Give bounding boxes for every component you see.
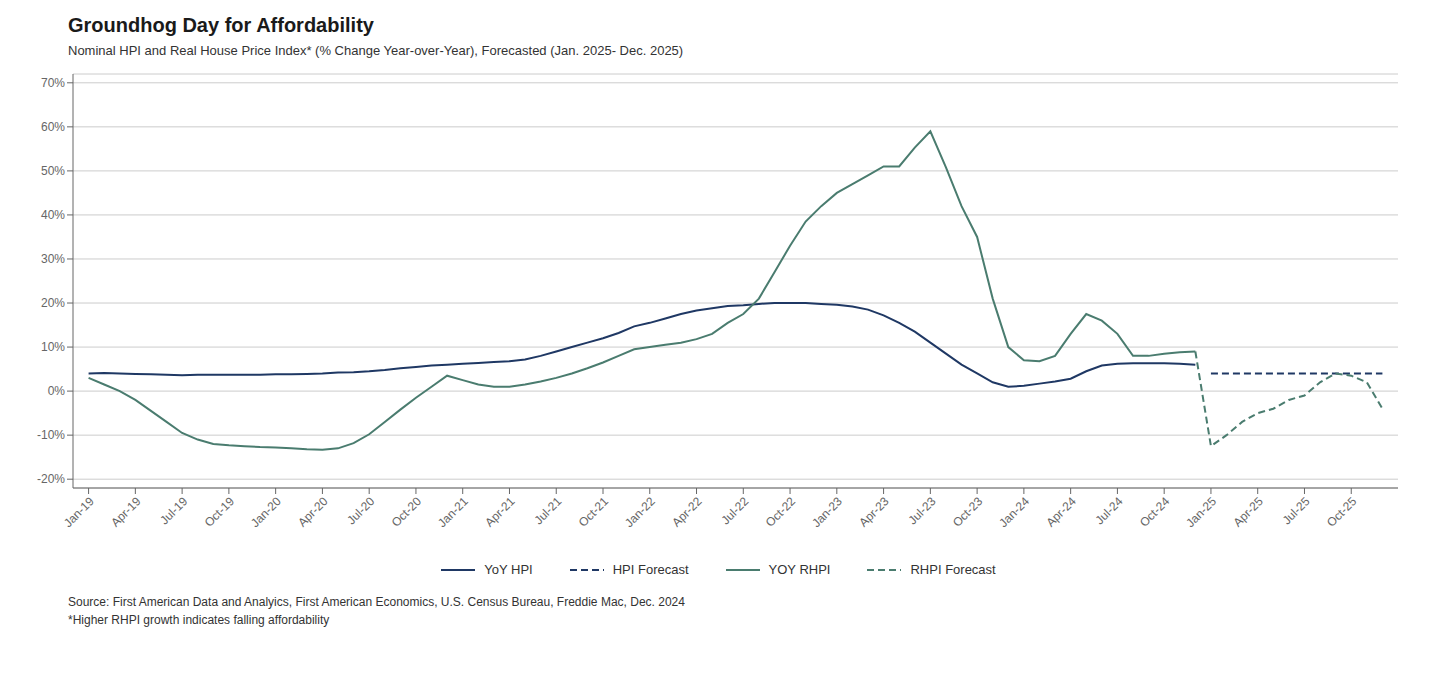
svg-text:Jan-25: Jan-25 bbox=[1183, 494, 1219, 530]
html-text:YOY RHPI: YOY RHPI bbox=[768, 562, 831, 577]
svg-text:Jul-21: Jul-21 bbox=[531, 494, 564, 527]
svg-text:0%: 0% bbox=[48, 384, 66, 398]
html-text:RHPI Forecast: RHPI Forecast bbox=[910, 562, 996, 577]
html-text:Source: First American Data an: Source: First American Data and Analyics… bbox=[68, 595, 685, 609]
svg-text:50%: 50% bbox=[41, 164, 65, 178]
svg-text:Jul-20: Jul-20 bbox=[344, 494, 377, 527]
svg-text:Jul-19: Jul-19 bbox=[157, 494, 190, 527]
html-text:Groundhog Day for Affordabilit: Groundhog Day for Affordability bbox=[68, 14, 374, 36]
svg-text:Oct-22: Oct-22 bbox=[763, 494, 799, 530]
svg-text:Jan-20: Jan-20 bbox=[248, 494, 284, 530]
svg-text:-10%: -10% bbox=[37, 428, 65, 442]
svg-text:Jan-24: Jan-24 bbox=[996, 494, 1032, 530]
svg-text:Jul-25: Jul-25 bbox=[1280, 494, 1313, 527]
svg-text:Apr-21: Apr-21 bbox=[482, 494, 518, 530]
svg-text:40%: 40% bbox=[41, 208, 65, 222]
html-text:HPI Forecast: HPI Forecast bbox=[612, 562, 689, 577]
svg-text:Apr-23: Apr-23 bbox=[856, 494, 892, 530]
svg-text:30%: 30% bbox=[41, 252, 65, 266]
svg-text:Oct-23: Oct-23 bbox=[950, 494, 986, 530]
html-text:*Higher RHPI growth indicates: *Higher RHPI growth indicates falling af… bbox=[68, 613, 330, 627]
svg-text:Oct-21: Oct-21 bbox=[576, 494, 612, 530]
svg-text:Oct-24: Oct-24 bbox=[1137, 494, 1173, 530]
svg-text:Apr-19: Apr-19 bbox=[108, 494, 144, 530]
svg-text:60%: 60% bbox=[41, 120, 65, 134]
svg-text:Jan-23: Jan-23 bbox=[809, 494, 845, 530]
svg-text:Oct-20: Oct-20 bbox=[389, 494, 425, 530]
svg-text:Apr-20: Apr-20 bbox=[295, 494, 331, 530]
svg-text:Apr-25: Apr-25 bbox=[1230, 494, 1266, 530]
svg-text:Jul-23: Jul-23 bbox=[905, 494, 938, 527]
html-text:Nominal HPI and Real House Pri: Nominal HPI and Real House Price Index* … bbox=[68, 43, 684, 58]
html-text:YoY HPI: YoY HPI bbox=[484, 562, 533, 577]
svg-text:70%: 70% bbox=[41, 76, 65, 90]
svg-text:Jul-24: Jul-24 bbox=[1093, 494, 1126, 527]
svg-text:Jul-22: Jul-22 bbox=[718, 494, 751, 527]
svg-text:Apr-24: Apr-24 bbox=[1043, 494, 1079, 530]
svg-text:20%: 20% bbox=[41, 296, 65, 310]
svg-text:Oct-19: Oct-19 bbox=[202, 494, 238, 530]
svg-text:Jan-19: Jan-19 bbox=[61, 494, 97, 530]
svg-text:Oct-25: Oct-25 bbox=[1324, 494, 1360, 530]
svg-text:10%: 10% bbox=[41, 340, 65, 354]
svg-text:Jan-21: Jan-21 bbox=[435, 494, 471, 530]
svg-text:-20%: -20% bbox=[37, 472, 65, 486]
svg-text:Apr-22: Apr-22 bbox=[669, 494, 705, 530]
svg-text:Jan-22: Jan-22 bbox=[622, 494, 658, 530]
